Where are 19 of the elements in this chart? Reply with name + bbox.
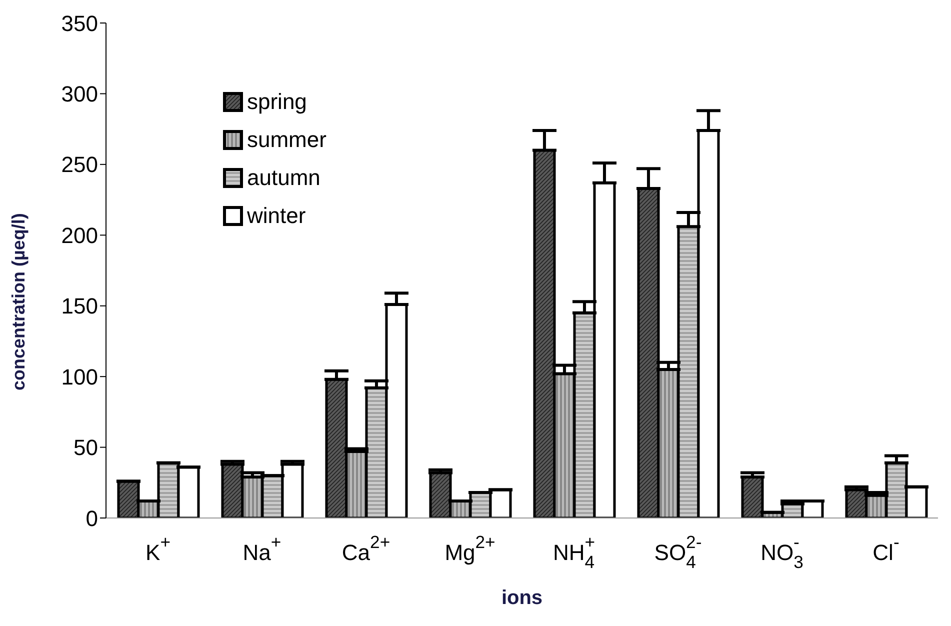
y-tick-label: 350 xyxy=(61,10,98,36)
y-tick-label: 250 xyxy=(61,152,98,178)
y-axis-title: concentration (µeq/l) xyxy=(8,213,28,390)
x-axis-title: ions xyxy=(501,587,543,609)
x-tick-label: Mg$^{2+}$ xyxy=(444,532,496,565)
y-tick-label: 150 xyxy=(61,294,98,319)
x-tick-label: K$^{+}$ xyxy=(146,532,170,565)
legend-label: autumn xyxy=(247,164,320,192)
x-tick-label: Na$^{+}$ xyxy=(242,532,282,565)
legend-label: spring xyxy=(247,88,307,116)
x-tick-label: Cl$^{-}$ xyxy=(872,532,900,565)
legend-label: winter xyxy=(247,202,306,230)
y-tick-label: 100 xyxy=(61,364,98,390)
legend-label: summer xyxy=(247,126,326,154)
x-tick-label: Ca$^{2+}$ xyxy=(342,532,390,565)
y-tick-label: 50 xyxy=(74,435,98,460)
y-tick-label: 300 xyxy=(61,82,98,107)
y-tick-label: 0 xyxy=(86,506,98,531)
y-tick-label: 200 xyxy=(61,222,98,248)
